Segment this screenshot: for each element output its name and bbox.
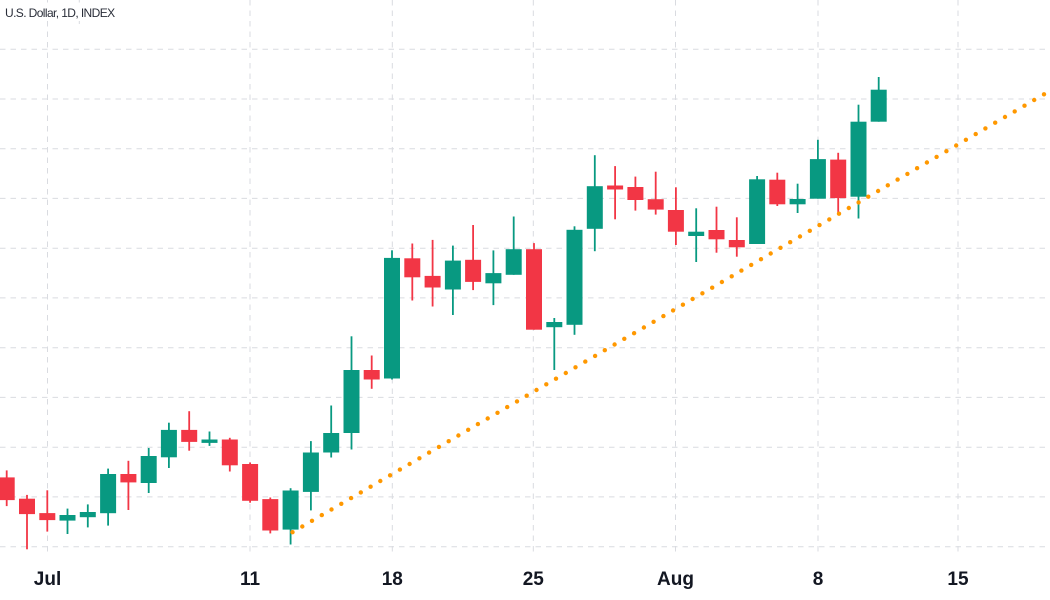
svg-text:18: 18 xyxy=(382,569,403,590)
svg-text:11: 11 xyxy=(240,569,261,590)
svg-text:25: 25 xyxy=(523,569,545,590)
svg-text:Aug: Aug xyxy=(657,569,694,590)
svg-text:Jul: Jul xyxy=(34,569,61,590)
svg-text:15: 15 xyxy=(947,569,969,590)
svg-text:8: 8 xyxy=(813,569,824,590)
